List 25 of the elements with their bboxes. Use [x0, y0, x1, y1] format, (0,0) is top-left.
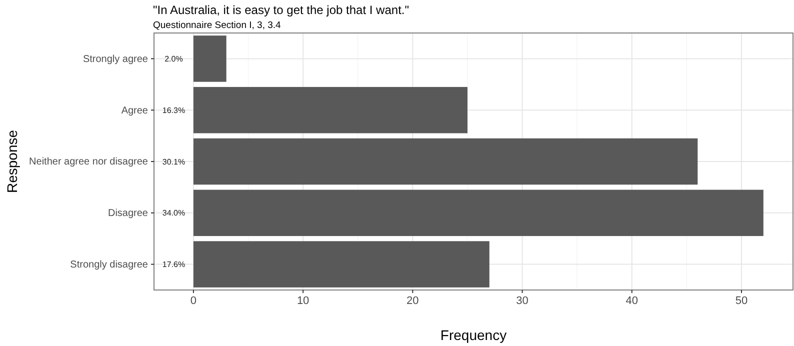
- y-tick-label: Disagree: [108, 208, 148, 220]
- x-tick-label: 10: [296, 294, 310, 307]
- x-tick-label: 30: [516, 294, 528, 307]
- annotation: 17.6%: [162, 260, 186, 270]
- annotation: 30.1%: [162, 157, 186, 166]
- bar: [193, 138, 698, 185]
- x-tick-label: 0: [190, 294, 197, 307]
- y-tick-label: Agree: [121, 105, 148, 116]
- x-tick-label: 20: [406, 294, 419, 307]
- x-tick-label: 50: [735, 294, 748, 307]
- y-tick-label: Neither agree nor disagree: [29, 156, 148, 168]
- chart-title: "In Australia, it is easy to get the job that I want.": [153, 3, 409, 17]
- bar: [193, 190, 764, 236]
- bar: [193, 241, 490, 288]
- y-tick-label: Strongly agree: [82, 54, 148, 65]
- annotation: 16.3%: [162, 106, 186, 115]
- bar: [193, 36, 226, 82]
- x-axis-title: Frequency: [440, 327, 507, 343]
- y-axis-title: Response: [4, 130, 20, 194]
- annotation: 34.0%: [162, 208, 186, 218]
- annotation: 2.0%: [164, 54, 183, 64]
- chart-subtitle: Questionnaire Section I, 3, 3.4: [153, 20, 281, 31]
- y-tick-label: Strongly disagree: [70, 260, 148, 270]
- x-tick-label: 40: [626, 294, 638, 307]
- bar: [193, 86, 468, 134]
